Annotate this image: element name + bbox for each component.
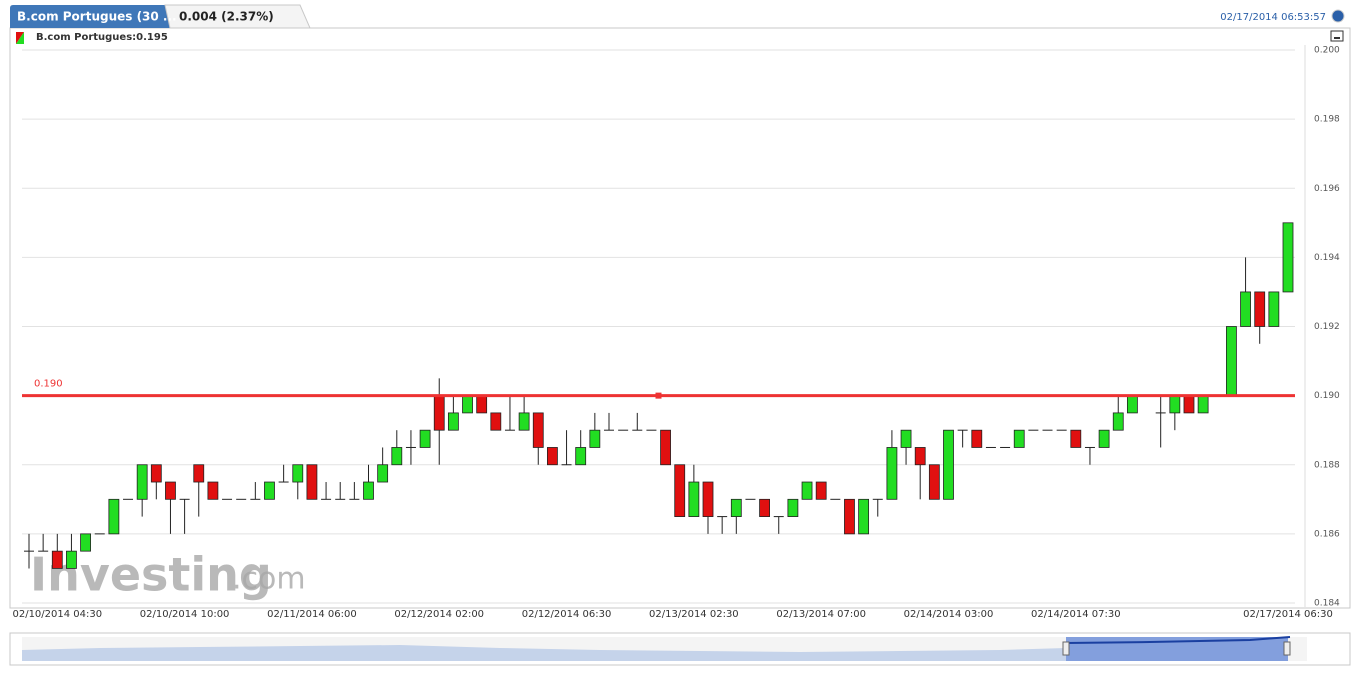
candle-body	[858, 498, 870, 535]
x-tick-label: 02/11/2014 06:00	[267, 609, 357, 620]
candle-body	[207, 481, 219, 500]
candle-body	[589, 429, 601, 448]
candle-body	[165, 481, 176, 500]
x-tick-label: 02/10/2014 10:00	[140, 609, 230, 620]
candle-body	[801, 481, 813, 500]
candle-body	[80, 533, 91, 552]
candle-body	[462, 395, 473, 414]
candle-body	[1169, 395, 1181, 414]
horizontal-line-label: 0.190	[34, 379, 63, 390]
y-tick-label: 0.186	[1314, 529, 1340, 539]
navigator-handle-left[interactable]	[1062, 641, 1070, 656]
candle-body	[518, 412, 530, 431]
candle-body	[292, 464, 304, 483]
candle-body	[943, 429, 954, 500]
candle-body	[1112, 412, 1124, 431]
candle-body	[547, 447, 558, 466]
candle-body	[447, 412, 459, 431]
candle-body	[108, 498, 120, 535]
x-tick-label: 02/13/2014 02:30	[649, 609, 739, 620]
candle-body	[490, 412, 502, 431]
navigator-series	[22, 645, 1066, 661]
chart-frame	[9, 27, 1351, 609]
horizontal-line-handle[interactable]	[655, 392, 662, 399]
candle-body	[759, 498, 770, 517]
candle-body	[66, 550, 77, 569]
candle-body	[688, 481, 700, 517]
candle-body	[575, 447, 587, 466]
candles: 0.190	[22, 222, 1295, 569]
candle-body	[886, 447, 898, 500]
candle-body	[150, 464, 162, 483]
candle-body	[1197, 395, 1209, 414]
candle-body	[815, 481, 827, 500]
candle-body	[1240, 291, 1251, 327]
header-bar	[10, 5, 1350, 28]
candle-body	[674, 464, 686, 517]
candle-body	[660, 429, 671, 466]
timestamp: 02/17/2014 06:53:57	[1220, 12, 1326, 23]
candle-body	[193, 464, 205, 483]
candle-body	[900, 429, 912, 448]
price-change: 0.004 (2.37%)	[179, 10, 274, 24]
candle-body	[1126, 395, 1138, 414]
watermark-suffix: .com	[232, 562, 306, 597]
candle-body	[1226, 326, 1237, 397]
candle-body	[391, 447, 403, 466]
candle-body	[1183, 395, 1195, 414]
candle-body	[51, 550, 63, 569]
x-tick-label: 02/14/2014 07:30	[1031, 609, 1121, 620]
candle-body	[1282, 222, 1294, 293]
candle-body	[433, 395, 445, 431]
candle-body	[914, 447, 926, 466]
candle-body	[306, 464, 318, 500]
candle-body	[363, 481, 374, 500]
y-tick-label: 0.196	[1314, 184, 1340, 194]
candle-body	[730, 498, 742, 517]
candle-body	[264, 481, 275, 500]
candle-body	[136, 464, 148, 500]
candle-body	[1098, 429, 1110, 448]
y-tick-label: 0.190	[1314, 391, 1340, 401]
candle-body	[1070, 429, 1082, 448]
candle-body	[1254, 291, 1266, 327]
candle-body	[928, 464, 940, 500]
candle-body	[532, 412, 544, 448]
y-tick-label: 0.188	[1314, 460, 1340, 470]
x-tick-label: 02/14/2014 03:00	[904, 609, 994, 620]
candle-body	[419, 429, 431, 448]
navigator-handle-right[interactable]	[1283, 641, 1291, 656]
tab-change	[164, 4, 311, 29]
x-tick-label: 02/12/2014 02:00	[394, 609, 484, 620]
x-tick-label: 02/13/2014 07:00	[776, 609, 866, 620]
y-tick-label: 0.198	[1314, 115, 1340, 125]
candle-body	[476, 395, 488, 414]
x-tick-label: 02/17/2014 06:30	[1243, 609, 1333, 620]
y-tick-label: 0.192	[1314, 322, 1340, 332]
candle-body	[971, 429, 983, 448]
navigator-line	[1065, 636, 1291, 644]
x-tick-label: 02/12/2014 06:30	[522, 609, 612, 620]
legend-icon-up	[16, 32, 24, 44]
candle-body	[787, 498, 799, 517]
grid: 0.200 0.198 0.196 0.194 0.192 0.190 0.188 0.186…	[12, 46, 1340, 621]
candle-body	[1013, 429, 1025, 448]
refresh-icon[interactable]	[1331, 9, 1345, 23]
legend-text: B.com Portugues:0.195	[36, 32, 168, 43]
candle-body	[844, 498, 855, 535]
tab-title[interactable]: B.com Portugues (30 ...	[17, 10, 177, 24]
candle-body	[1268, 291, 1280, 327]
y-tick-label: 0.184	[1314, 599, 1340, 609]
x-tick-label: 02/10/2014 04:30	[12, 609, 102, 620]
y-tick-label: 0.200	[1314, 46, 1340, 56]
candle-body	[377, 464, 389, 483]
y-tick-label: 0.194	[1314, 253, 1340, 263]
minimize-button[interactable]	[1330, 30, 1344, 42]
tab[interactable]	[10, 5, 170, 28]
candle-body	[702, 481, 714, 517]
